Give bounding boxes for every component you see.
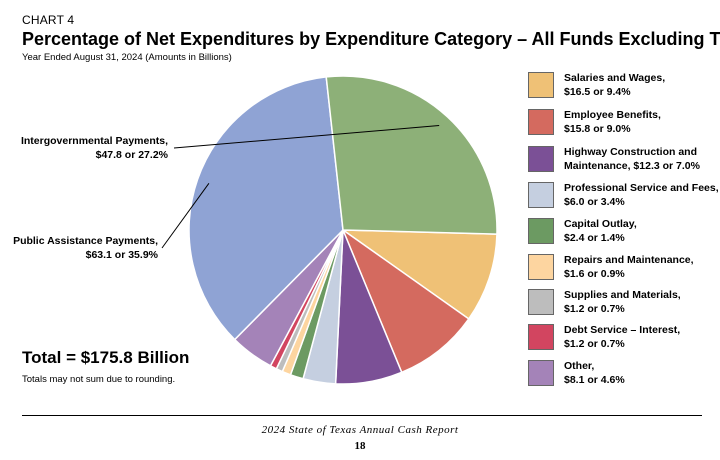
callout-public-assistance: Public Assistance Payments, $63.1 or 35.…	[13, 234, 158, 262]
legend-label-line: Repairs and Maintenance,	[564, 254, 694, 266]
callout-intergovernmental-line2: $47.8 or 27.2%	[95, 149, 168, 161]
total-label: Total = $175.8 Billion	[22, 348, 190, 367]
legend-label-line: Professional Service and Fees,	[564, 182, 719, 194]
legend-label-line: Debt Service – Interest,	[564, 324, 681, 336]
legend-swatch-employee-benefits	[528, 109, 554, 135]
page-number: 18	[354, 440, 366, 452]
legend-swatch-salaries	[528, 72, 554, 98]
legend-label-line: $6.0 or 3.4%	[564, 196, 625, 208]
legend-label-line: Employee Benefits,	[564, 109, 661, 121]
legend-label-line: Highway Construction and	[564, 146, 698, 158]
legend-label-line: $1.2 or 0.7%	[564, 303, 625, 315]
legend-label-line: Capital Outlay,	[564, 218, 637, 230]
legend-swatch-debt-service	[528, 324, 554, 350]
legend-text-capital-outlay: Capital Outlay, $2.4 or 1.4%	[564, 217, 637, 245]
legend-text-supplies: Supplies and Materials, $1.2 or 0.7%	[564, 288, 681, 316]
chart-subtitle: Year Ended August 31, 2024 (Amounts in B…	[22, 52, 232, 63]
callout-public-assistance-line1: Public Assistance Payments,	[13, 235, 158, 247]
footer-rule	[22, 415, 702, 416]
leader-line-public-assistance	[161, 182, 210, 249]
legend-text-debt-service: Debt Service – Interest, $1.2 or 0.7%	[564, 323, 680, 351]
legend-label-line: $15.8 or 9.0%	[564, 123, 631, 135]
leader-line-intergovernmental	[173, 125, 440, 149]
legend-swatch-other	[528, 360, 554, 386]
legend-label-line: $8.1 or 4.6%	[564, 374, 625, 386]
legend-label-line: Maintenance, $12.3 or 7.0%	[564, 160, 700, 172]
callout-public-assistance-line2: $63.1 or 35.9%	[85, 249, 158, 261]
legend-label-line: Other,	[564, 360, 595, 372]
report-title: 2024 State of Texas Annual Cash Report	[261, 424, 459, 436]
legend-text-employee-benefits: Employee Benefits, $15.8 or 9.0%	[564, 108, 661, 136]
pie-slice-salaries	[340, 229, 498, 320]
legend-label-line: $1.6 or 0.9%	[564, 268, 625, 280]
chart-title: Percentage of Net Expenditures by Expend…	[22, 29, 720, 49]
legend-label-line: Salaries and Wages,	[564, 72, 666, 84]
rounding-note: Totals may not sum due to rounding.	[22, 374, 176, 385]
pie-slice-employee-benefits	[341, 227, 470, 374]
legend-label-line: Supplies and Materials,	[564, 289, 681, 301]
legend-label-line: $16.5 or 9.4%	[564, 86, 631, 98]
legend-swatch-repairs	[528, 254, 554, 280]
callout-intergovernmental: Intergovernmental Payments, $47.8 or 27.…	[21, 134, 168, 162]
legend-text-professional: Professional Service and Fees, $6.0 or 3.…	[564, 181, 719, 209]
legend-swatch-highway	[528, 146, 554, 172]
chart-number: CHART 4	[22, 13, 75, 27]
legend-label-line: $2.4 or 1.4%	[564, 232, 625, 244]
callout-intergovernmental-line1: Intergovernmental Payments,	[20, 135, 168, 147]
legend-text-other: Other, $8.1 or 4.6%	[564, 359, 625, 387]
legend-swatch-professional	[528, 182, 554, 208]
pie-slice-public-assistance	[188, 76, 344, 341]
legend-label-line: $1.2 or 0.7%	[564, 338, 625, 350]
pie-slice-intergovernmental	[325, 75, 498, 235]
legend-swatch-capital-outlay	[528, 218, 554, 244]
legend-text-salaries: Salaries and Wages, $16.5 or 9.4%	[564, 71, 665, 99]
legend-text-repairs: Repairs and Maintenance, $1.6 or 0.9%	[564, 253, 694, 281]
legend-swatch-supplies	[528, 289, 554, 315]
legend-text-highway: Highway Construction and Maintenance, $12…	[564, 145, 700, 173]
